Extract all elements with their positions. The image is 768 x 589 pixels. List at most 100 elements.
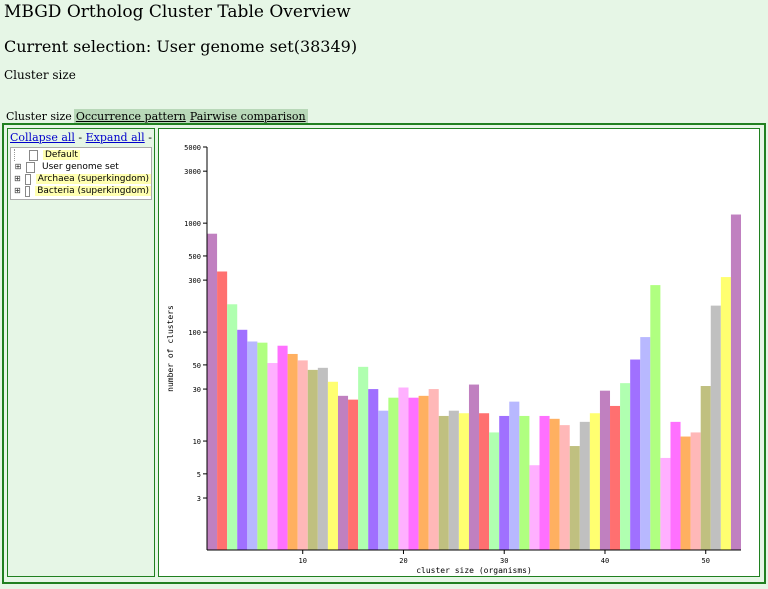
- tab-occurrence-pattern[interactable]: Occurrence pattern: [73, 109, 188, 124]
- x-tick-label: 50: [702, 557, 710, 565]
- bar-size-28: [479, 413, 490, 550]
- bar-size-18: [378, 410, 389, 550]
- bar-size-19: [388, 397, 399, 550]
- bar-size-49: [690, 432, 701, 550]
- bar-size-14: [337, 395, 349, 550]
- cluster-size-chart: 3 5 10 30 50 100 300 500 1000 3000 5000 10 20 30 40 50…: [166, 144, 741, 575]
- document-icon: [29, 149, 38, 161]
- separator: -: [78, 131, 83, 144]
- page-title: MBGD Ortholog Cluster Table Overview: [4, 2, 351, 22]
- bar-size-36: [559, 425, 570, 550]
- bar-size-38: [579, 421, 590, 550]
- y-tick-label: 1000: [184, 220, 201, 228]
- bar-size-34: [539, 415, 550, 550]
- bar-size-1: [207, 233, 218, 551]
- bar-size-31: [509, 401, 520, 550]
- bar-size-52: [720, 277, 731, 550]
- bar-size-10: [297, 360, 308, 550]
- bar-size-5: [247, 341, 258, 550]
- bar-size-41: [610, 405, 621, 550]
- bar-size-40: [599, 390, 611, 550]
- bar-size-42: [620, 383, 631, 550]
- bar-size-45: [650, 285, 661, 550]
- y-tick-label: 50: [193, 362, 201, 370]
- bar-size-2: [217, 271, 228, 550]
- main-frame: Collapse all - Expand all - Default ⊞ Us…: [2, 123, 766, 584]
- tree-node-label[interactable]: Bacteria (superkingdom): [35, 186, 151, 196]
- bar-size-16: [358, 366, 369, 550]
- bar-size-51: [710, 305, 721, 550]
- tree-node-label[interactable]: User genome set: [42, 162, 119, 172]
- bar-size-27: [468, 384, 480, 550]
- bar-size-35: [549, 418, 560, 550]
- bar-size-53: [730, 214, 741, 550]
- bar-size-48: [680, 436, 691, 550]
- tree-node-default[interactable]: Default: [11, 149, 151, 161]
- bar-size-22: [418, 395, 429, 550]
- expand-all-link[interactable]: Expand all: [85, 131, 145, 144]
- y-tick-label: 5000: [184, 144, 201, 152]
- tab-cluster-size[interactable]: Cluster size: [6, 110, 72, 123]
- y-tick-label: 5: [197, 471, 201, 479]
- tree-node-user-genome-set[interactable]: ⊞ User genome set: [11, 161, 151, 173]
- y-tick-label: 500: [188, 253, 201, 261]
- bar-size-26: [458, 413, 469, 550]
- y-tick-label: 100: [188, 329, 201, 337]
- genome-tree: Default ⊞ User genome set ⊞ Archaea (sup…: [10, 147, 152, 200]
- x-tick-label: 10: [298, 557, 306, 565]
- bar-size-9: [287, 353, 298, 550]
- bar-size-21: [408, 397, 419, 550]
- separator: -: [148, 131, 152, 144]
- x-tick-label: 30: [500, 557, 508, 565]
- expand-icon[interactable]: ⊞: [14, 174, 21, 183]
- bar-size-47: [670, 421, 681, 550]
- y-tick-group: 3 5 10 30 50 100 300 500 1000 3000 5000: [184, 144, 207, 503]
- tree-connector: [14, 149, 25, 161]
- bar-size-3: [227, 304, 238, 550]
- bar-size-23: [428, 389, 439, 550]
- bar-size-25: [448, 410, 459, 550]
- y-tick-label: 30: [193, 386, 201, 394]
- expand-icon[interactable]: ⊞: [14, 186, 21, 195]
- bar-size-50: [700, 386, 711, 550]
- bar-size-24: [438, 415, 449, 550]
- bar-size-20: [398, 387, 409, 550]
- bar-group: [207, 214, 741, 551]
- bar-size-13: [327, 381, 338, 550]
- bar-size-11: [307, 369, 318, 550]
- expand-icon[interactable]: ⊞: [14, 162, 22, 171]
- bar-size-4: [237, 329, 248, 550]
- bar-size-46: [660, 457, 671, 550]
- document-icon: [24, 173, 31, 185]
- tree-node-label[interactable]: Archaea (superkingdom): [35, 174, 151, 184]
- bar-size-33: [529, 465, 540, 550]
- chart-panel: 3 5 10 30 50 100 300 500 1000 3000 5000 10 20 30 40 50…: [158, 128, 760, 577]
- bar-size-12: [317, 367, 328, 550]
- bar-size-37: [569, 446, 580, 550]
- section-heading: Cluster size: [4, 68, 76, 82]
- bar-size-39: [589, 413, 600, 550]
- bar-size-8: [277, 345, 288, 550]
- collapse-all-link[interactable]: Collapse all: [10, 131, 75, 144]
- genome-tree-panel: Collapse all - Expand all - Default ⊞ Us…: [7, 128, 155, 577]
- tree-node-label[interactable]: Default: [43, 150, 80, 160]
- y-tick-label: 300: [188, 277, 201, 285]
- bar-size-29: [489, 432, 500, 550]
- tree-controls: Collapse all - Expand all -: [8, 129, 154, 146]
- tab-pairwise-comparison[interactable]: Pairwise comparison: [187, 109, 308, 124]
- bar-size-7: [267, 363, 278, 550]
- bar-size-6: [257, 342, 268, 550]
- bar-size-15: [348, 399, 359, 550]
- bar-size-17: [368, 389, 379, 550]
- document-icon: [26, 161, 35, 173]
- tree-node-archaea[interactable]: ⊞ Archaea (superkingdom): [11, 173, 151, 185]
- x-tick-group: 10 20 30 40 50: [298, 550, 710, 565]
- x-axis-label: cluster size (organisms): [416, 566, 532, 575]
- document-icon: [24, 185, 31, 197]
- tree-node-bacteria[interactable]: ⊞ Bacteria (superkingdom): [11, 185, 151, 197]
- y-tick-label: 3000: [184, 168, 201, 176]
- y-axis-label: number of clusters: [166, 305, 175, 392]
- y-tick-label: 10: [193, 438, 201, 446]
- bar-size-32: [519, 415, 530, 550]
- current-selection: Current selection: User genome set(38349…: [4, 37, 358, 56]
